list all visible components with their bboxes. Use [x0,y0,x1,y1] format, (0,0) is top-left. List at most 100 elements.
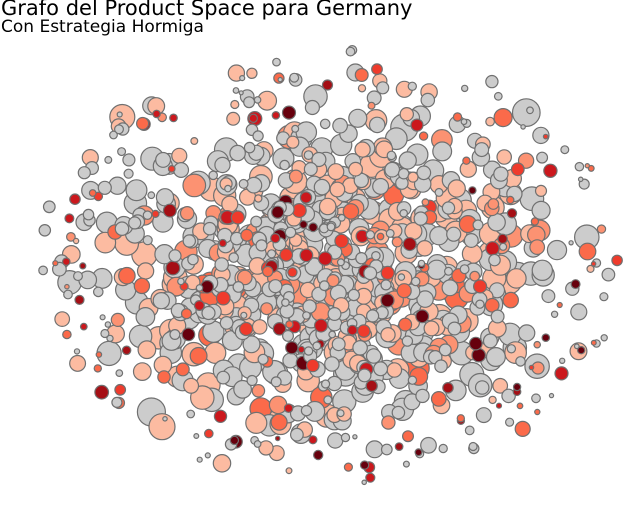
graph-node [420,92,436,108]
graph-node [495,402,503,409]
graph-node [304,257,324,276]
graph-node [151,209,160,218]
graph-node [279,247,294,262]
graph-node [329,181,346,198]
graph-node [189,346,208,365]
graph-node [271,205,285,219]
graph-node [314,318,329,333]
graph-node [556,301,563,309]
graph-node [492,377,509,394]
graph-node [93,286,104,298]
graph-node [600,334,608,342]
graph-node [460,118,468,126]
graph-node [190,137,199,146]
graph-node [324,356,340,372]
graph-node [391,236,403,248]
graph-node [193,433,200,440]
graph-node [204,428,214,439]
graph-node [167,164,176,173]
graph-node [137,340,157,360]
graph-node [599,292,609,302]
graph-node [109,130,118,140]
graph-node [239,321,254,337]
graph-node [115,369,124,378]
graph-node [190,385,215,410]
graph-node [441,279,459,297]
graph-node [464,425,475,436]
graph-node [506,344,517,354]
graph-node [106,334,114,343]
graph-node [238,178,249,189]
graph-node [452,112,463,122]
graph-node [590,260,597,267]
graph-node [357,368,372,383]
graph-node [528,364,535,371]
graph-node [152,292,170,310]
graph-node [116,111,123,118]
graph-node [396,283,412,299]
graph-node [475,407,492,424]
graph-node [352,339,368,356]
graph-node [204,452,211,459]
graph-node [410,118,424,132]
graph-node [289,72,300,83]
graph-node [365,379,378,393]
graph-node [394,442,404,452]
graph-node [578,242,597,261]
graph-node [559,357,566,364]
graph-node [122,153,136,167]
graph-node [381,415,396,430]
graph-node [162,203,177,218]
graph-node [319,118,331,130]
graph-node [487,198,500,210]
graph-node [355,252,368,265]
graph-node [183,377,200,394]
graph-node [516,402,524,410]
graph-node [493,91,503,101]
graph-node [327,307,342,322]
graph-node [429,225,449,246]
graph-node [245,176,263,194]
graph-node [238,90,244,96]
graph-node [416,240,433,257]
graph-node [336,409,345,418]
graph-node [397,167,410,180]
graph-node [202,221,217,236]
graph-node [363,266,378,281]
graph-node [74,294,85,305]
graph-node [317,251,333,266]
graph-node [270,413,288,431]
graph-node [611,254,623,267]
graph-node [193,300,205,312]
graph-node [284,226,297,239]
graph-node [213,409,228,423]
graph-node [133,277,151,295]
graph-node [38,224,52,237]
graph-node [336,258,345,267]
graph-node [490,309,505,324]
graph-node [533,340,542,349]
graph-node [380,279,392,291]
graph-node [376,232,385,241]
graph-node [136,262,155,280]
graph-node [488,253,501,267]
graph-node [233,379,253,399]
graph-node [365,472,376,483]
graph-node [187,253,199,266]
graph-node [447,321,462,336]
graph-node [62,329,72,340]
graph-node [402,237,417,252]
graph-node [271,111,281,120]
graph-node [321,79,334,91]
graph-node [303,150,314,161]
graph-node [63,289,73,300]
graph-node [208,170,218,181]
graph-node [520,124,526,130]
graph-node [472,219,484,231]
graph-node [546,239,568,261]
graph-node [526,106,534,115]
graph-node [337,213,346,222]
graph-node [442,381,454,394]
graph-node [359,460,370,470]
